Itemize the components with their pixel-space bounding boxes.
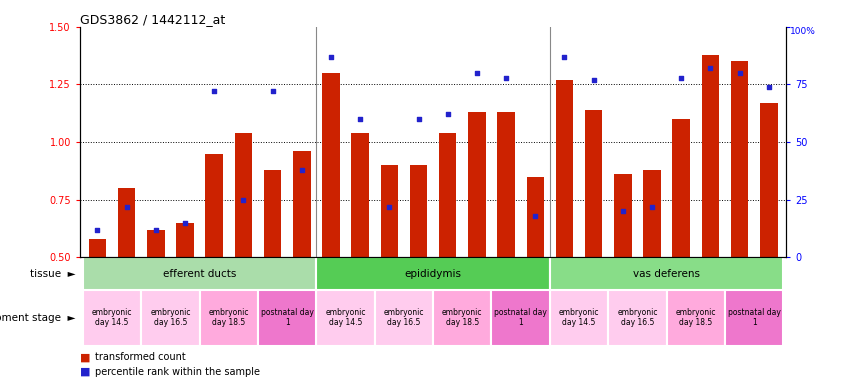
- Bar: [497, 112, 515, 257]
- Point: [208, 88, 221, 94]
- Bar: [725, 290, 784, 346]
- Bar: [316, 257, 550, 290]
- Bar: [147, 230, 165, 257]
- Point: [91, 227, 104, 233]
- Point: [704, 65, 717, 71]
- Bar: [550, 257, 784, 290]
- Point: [762, 84, 775, 90]
- Bar: [673, 119, 690, 257]
- Text: embryonic
day 16.5: embryonic day 16.5: [383, 308, 424, 328]
- Text: postnatal day
1: postnatal day 1: [727, 308, 780, 328]
- Bar: [556, 80, 574, 257]
- Bar: [177, 223, 193, 257]
- Bar: [491, 290, 550, 346]
- Text: embryonic
day 18.5: embryonic day 18.5: [442, 308, 483, 328]
- Text: epididymis: epididymis: [405, 268, 462, 279]
- Text: tissue  ►: tissue ►: [30, 268, 76, 279]
- Bar: [410, 165, 427, 257]
- Bar: [82, 290, 141, 346]
- Text: ■: ■: [80, 367, 90, 377]
- Point: [441, 111, 454, 118]
- Bar: [667, 290, 725, 346]
- Point: [558, 54, 571, 60]
- Bar: [82, 257, 316, 290]
- Bar: [731, 61, 748, 257]
- Bar: [88, 239, 106, 257]
- Text: embryonic
day 16.5: embryonic day 16.5: [617, 308, 658, 328]
- Text: transformed count: transformed count: [95, 352, 186, 362]
- Bar: [264, 170, 282, 257]
- Bar: [439, 133, 457, 257]
- Bar: [584, 110, 602, 257]
- Bar: [316, 290, 375, 346]
- Bar: [258, 290, 316, 346]
- Point: [500, 74, 513, 81]
- Text: efferent ducts: efferent ducts: [163, 268, 236, 279]
- Text: embryonic
day 16.5: embryonic day 16.5: [151, 308, 191, 328]
- Bar: [550, 290, 608, 346]
- Bar: [322, 73, 340, 257]
- Point: [616, 208, 630, 214]
- Text: postnatal day
1: postnatal day 1: [261, 308, 314, 328]
- Point: [528, 213, 542, 219]
- Text: embryonic
day 14.5: embryonic day 14.5: [558, 308, 600, 328]
- Point: [266, 88, 279, 94]
- Text: embryonic
day 14.5: embryonic day 14.5: [92, 308, 132, 328]
- Text: 100%: 100%: [790, 27, 816, 36]
- Point: [733, 70, 746, 76]
- Bar: [118, 188, 135, 257]
- Bar: [608, 290, 667, 346]
- Point: [149, 227, 162, 233]
- Bar: [433, 290, 491, 346]
- Bar: [701, 55, 719, 257]
- Point: [412, 116, 426, 122]
- Bar: [293, 151, 310, 257]
- Point: [178, 220, 192, 226]
- Bar: [141, 290, 199, 346]
- Bar: [526, 177, 544, 257]
- Bar: [375, 290, 433, 346]
- Point: [645, 204, 659, 210]
- Text: vas deferens: vas deferens: [633, 268, 701, 279]
- Bar: [205, 154, 223, 257]
- Text: embryonic
day 14.5: embryonic day 14.5: [325, 308, 366, 328]
- Bar: [468, 112, 485, 257]
- Point: [470, 70, 484, 76]
- Text: development stage  ►: development stage ►: [0, 313, 76, 323]
- Point: [295, 167, 309, 173]
- Bar: [352, 133, 369, 257]
- Point: [236, 197, 250, 203]
- Bar: [760, 103, 778, 257]
- Bar: [381, 165, 398, 257]
- Point: [587, 77, 600, 83]
- Bar: [199, 290, 258, 346]
- Bar: [614, 174, 632, 257]
- Point: [120, 204, 134, 210]
- Point: [353, 116, 367, 122]
- Text: postnatal day
1: postnatal day 1: [495, 308, 547, 328]
- Text: embryonic
day 18.5: embryonic day 18.5: [675, 308, 716, 328]
- Text: ■: ■: [80, 352, 90, 362]
- Point: [325, 54, 338, 60]
- Bar: [235, 133, 252, 257]
- Point: [674, 74, 688, 81]
- Text: GDS3862 / 1442112_at: GDS3862 / 1442112_at: [80, 13, 225, 26]
- Text: embryonic
day 18.5: embryonic day 18.5: [209, 308, 249, 328]
- Text: percentile rank within the sample: percentile rank within the sample: [95, 367, 260, 377]
- Bar: [643, 170, 661, 257]
- Point: [383, 204, 396, 210]
